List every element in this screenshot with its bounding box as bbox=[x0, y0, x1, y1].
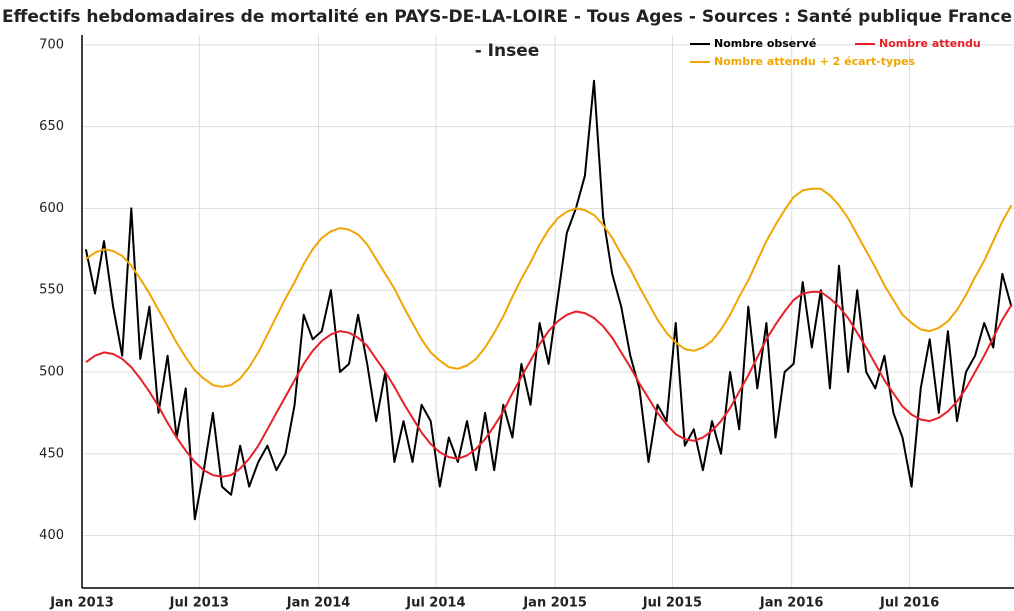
y-tick-label: 550 bbox=[39, 283, 64, 298]
y-tick-label: 450 bbox=[39, 446, 64, 461]
x-tick-label: Jul 2016 bbox=[879, 596, 939, 611]
legend-label: Nombre observé bbox=[714, 37, 816, 50]
y-tick-label: 500 bbox=[39, 365, 64, 380]
x-tick-label: Jan 2016 bbox=[759, 596, 824, 611]
series-line bbox=[85, 187, 1013, 388]
y-tick-label: 600 bbox=[39, 201, 64, 216]
y-tick-label: 700 bbox=[39, 37, 64, 52]
legend-label: Nombre attendu bbox=[879, 37, 981, 50]
x-tick-label: Jul 2014 bbox=[405, 596, 465, 611]
x-tick-label: Jul 2015 bbox=[642, 596, 702, 611]
y-tick-label: 650 bbox=[39, 119, 64, 134]
x-tick-label: Jan 2013 bbox=[49, 596, 114, 611]
series-line bbox=[84, 79, 1013, 521]
y-tick-label: 400 bbox=[39, 528, 64, 543]
chart-title: Effectifs hebdomadaires de mortalité en … bbox=[2, 7, 1012, 61]
series-line bbox=[85, 290, 1013, 478]
x-tick-label: Jul 2013 bbox=[169, 596, 229, 611]
x-tick-label: Jan 2014 bbox=[286, 596, 351, 611]
legend-label: Nombre attendu + 2 écart-types bbox=[714, 55, 916, 68]
x-tick-label: Jan 2015 bbox=[522, 596, 587, 611]
